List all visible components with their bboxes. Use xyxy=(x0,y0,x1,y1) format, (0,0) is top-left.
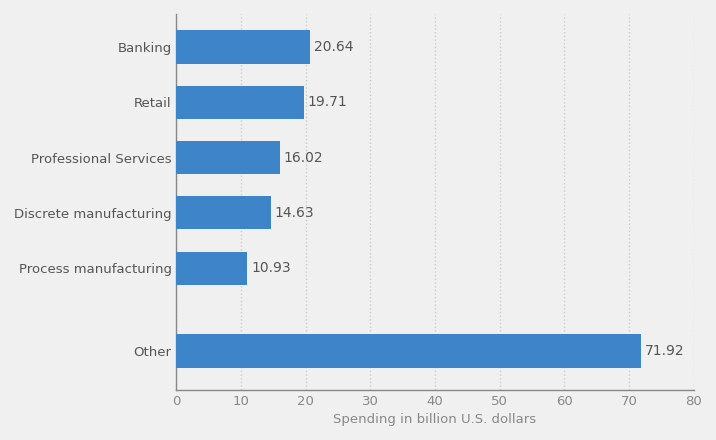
Text: 20.64: 20.64 xyxy=(314,40,353,54)
Text: 16.02: 16.02 xyxy=(284,150,324,165)
Bar xyxy=(176,196,271,229)
X-axis label: Spending in billion U.S. dollars: Spending in billion U.S. dollars xyxy=(334,413,536,426)
Text: 71.92: 71.92 xyxy=(645,344,685,358)
Bar xyxy=(176,141,280,174)
Text: 19.71: 19.71 xyxy=(308,95,347,109)
Bar xyxy=(176,252,247,285)
Bar xyxy=(176,334,642,367)
Bar xyxy=(176,30,310,64)
Text: 14.63: 14.63 xyxy=(275,206,314,220)
Bar xyxy=(176,86,304,119)
Text: 10.93: 10.93 xyxy=(251,261,291,275)
